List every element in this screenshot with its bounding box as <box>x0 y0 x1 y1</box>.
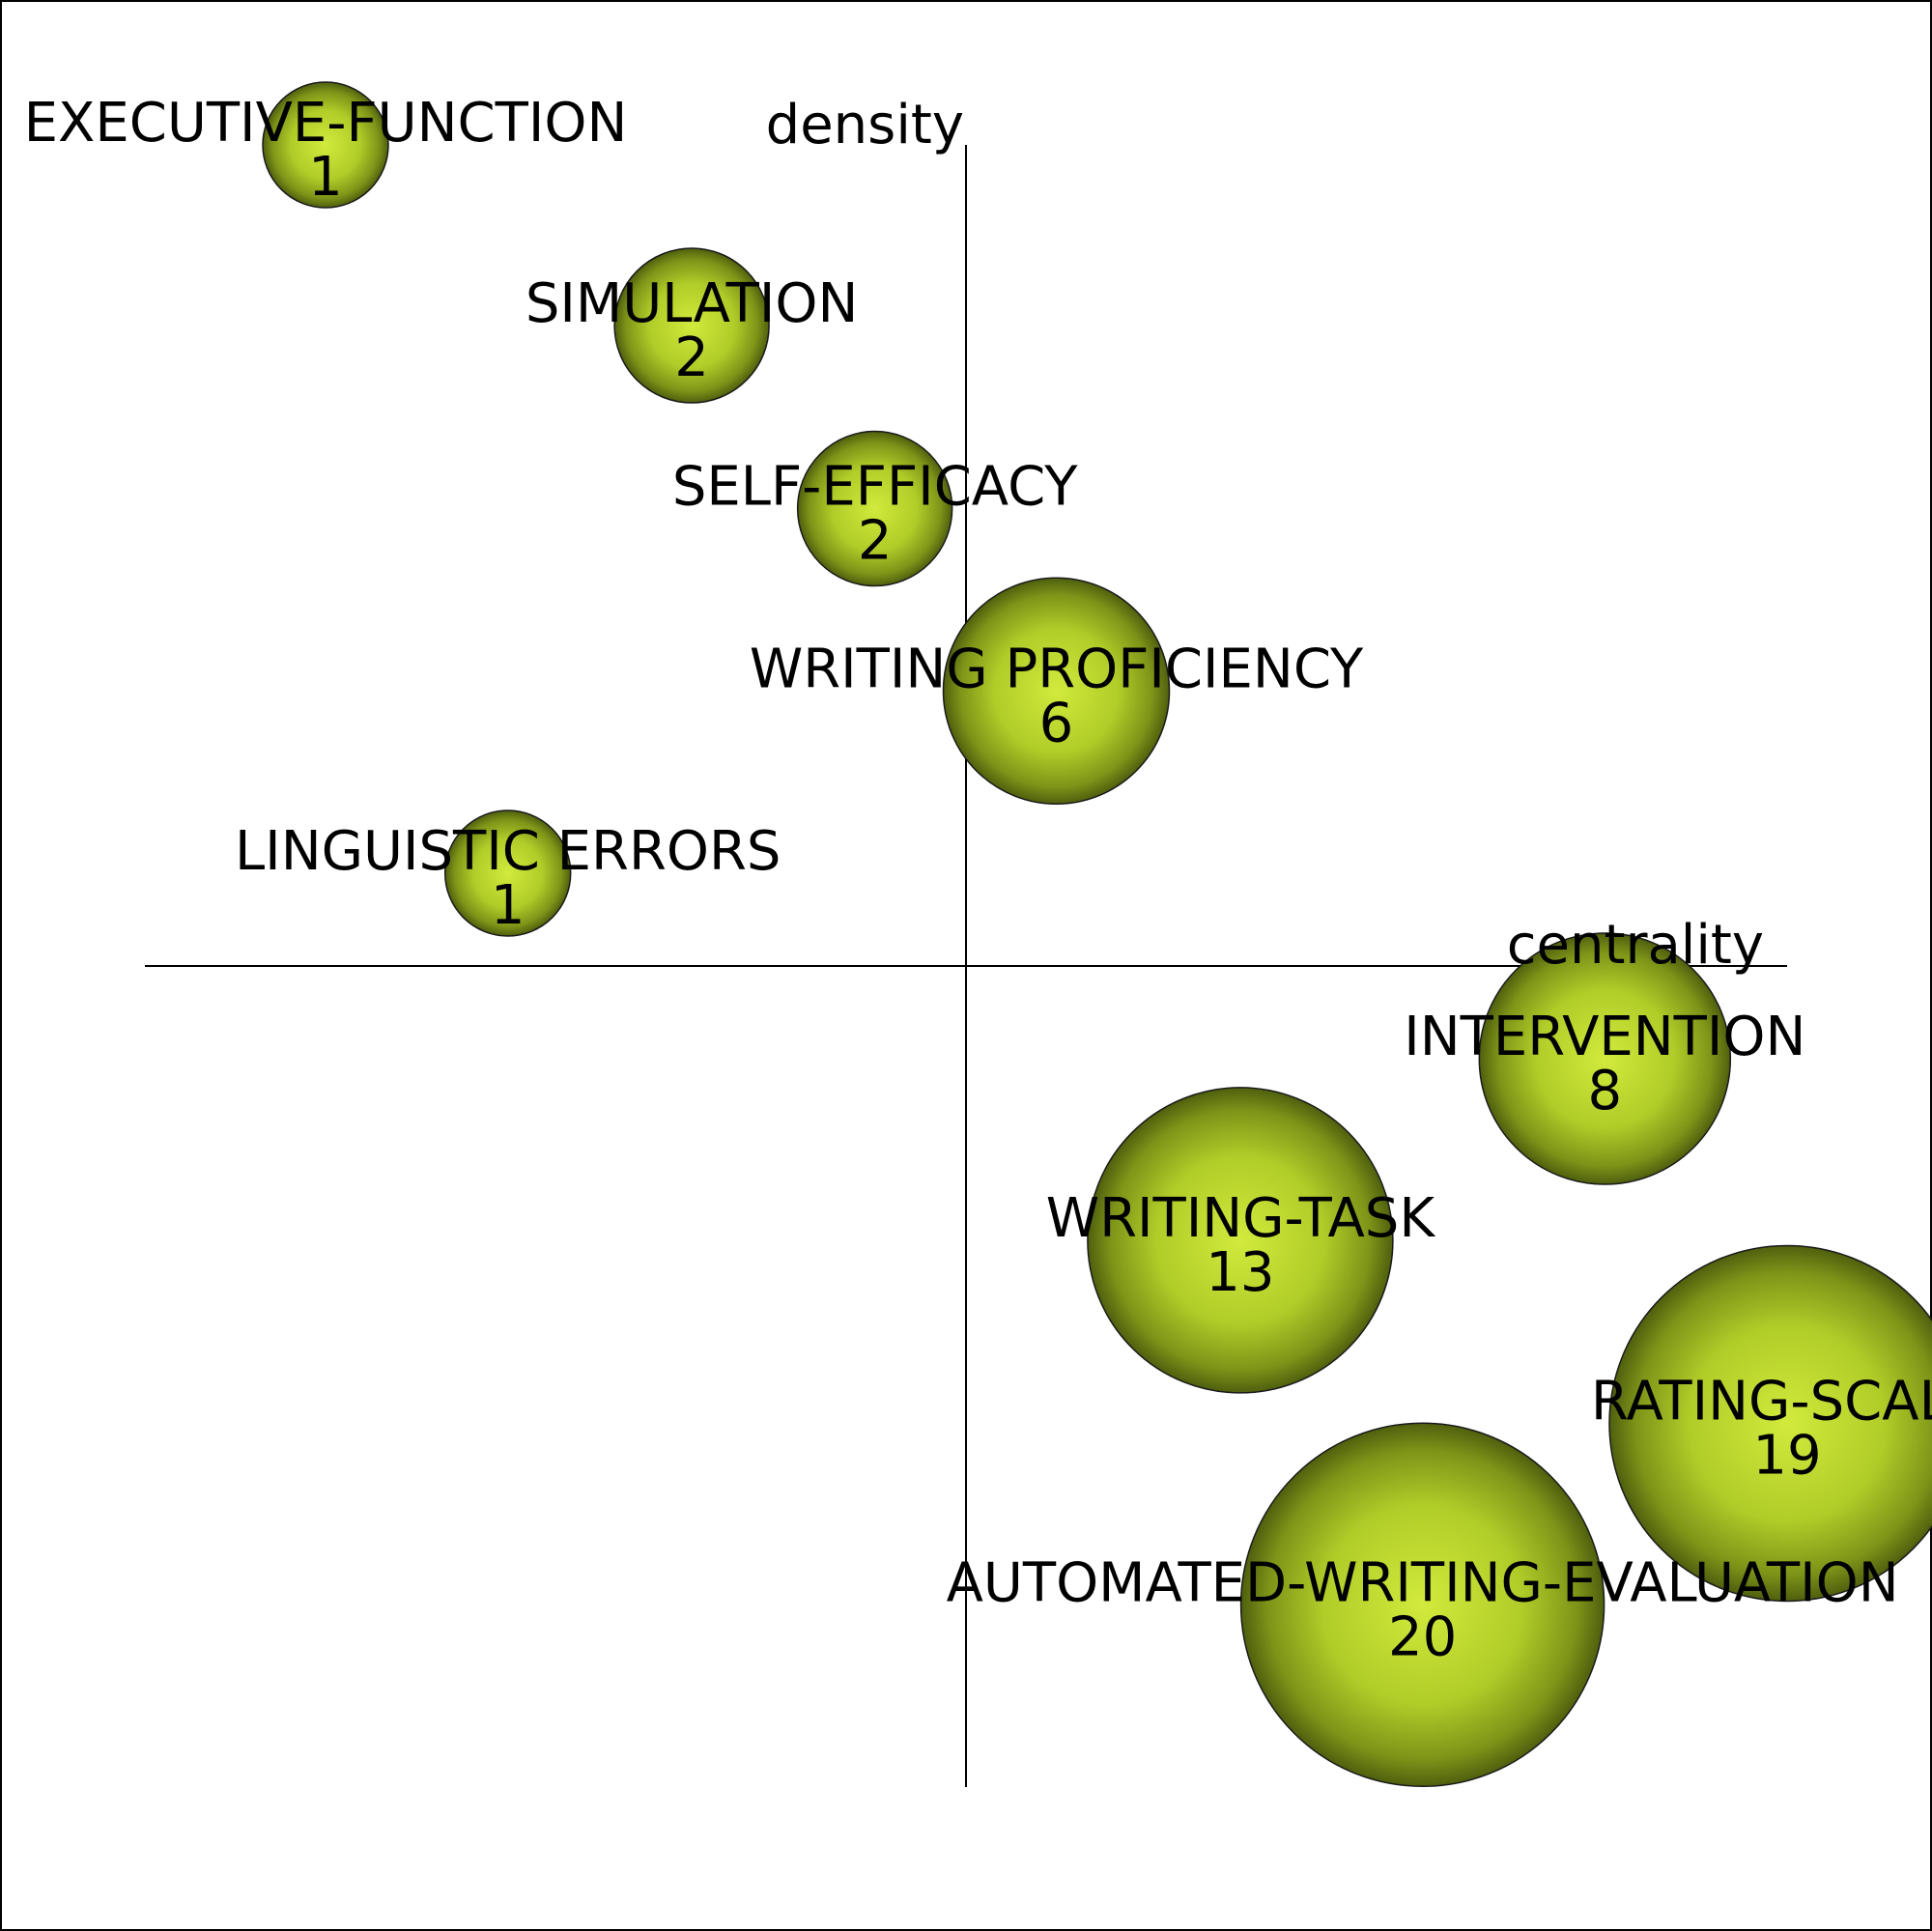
theme-label-automated-writing-evaluation: AUTOMATED-WRITING-EVALUATION <box>947 1551 1899 1614</box>
theme-count-self-efficacy: 2 <box>858 510 893 573</box>
bubble-automated-writing-evaluation <box>1239 1422 1605 1788</box>
bubble-linguistic-errors <box>443 809 572 937</box>
theme-label-simulation: SIMULATION <box>526 272 859 335</box>
theme-count-linguistic-errors: 1 <box>491 874 526 937</box>
bubble-writing-task <box>1087 1087 1394 1394</box>
theme-label-self-efficacy: SELF-EFFICACY <box>672 456 1078 519</box>
theme-label-intervention: INTERVENTION <box>1404 1006 1805 1068</box>
theme-label-linguistic-errors: LINGUISTIC ERRORS <box>235 820 781 883</box>
x-axis-title: centrality <box>1507 914 1764 977</box>
theme-count-automated-writing-evaluation: 20 <box>1388 1605 1457 1668</box>
theme-count-executive-function: 1 <box>308 146 343 209</box>
theme-label-rating-scale: RATING-SCALE <box>1591 1370 1932 1433</box>
theme-count-writing-task: 13 <box>1206 1241 1274 1304</box>
theme-count-intervention: 8 <box>1587 1060 1622 1122</box>
bubble-self-efficacy <box>796 430 953 587</box>
bubble-intervention <box>1478 932 1732 1185</box>
bubble-executive-function <box>262 81 389 209</box>
theme-label-writing-proficiency: WRITING PROFICIENCY <box>750 638 1364 700</box>
bubble-simulation <box>613 247 770 404</box>
bubble-writing-proficiency <box>942 577 1171 805</box>
theme-count-simulation: 2 <box>674 327 709 389</box>
theme-count-rating-scale: 19 <box>1752 1424 1821 1487</box>
theme-label-writing-task: WRITING-TASK <box>1046 1187 1436 1250</box>
bubble-rating-scale <box>1608 1244 1932 1603</box>
theme-count-writing-proficiency: 6 <box>1039 692 1074 754</box>
label-layer: EXECUTIVE-FUNCTION1SIMULATION2SELF-EFFIC… <box>24 92 1932 1668</box>
theme-label-executive-function: EXECUTIVE-FUNCTION <box>24 92 628 155</box>
y-axis-title: density <box>766 94 964 156</box>
bubble-layer <box>262 81 1932 1788</box>
